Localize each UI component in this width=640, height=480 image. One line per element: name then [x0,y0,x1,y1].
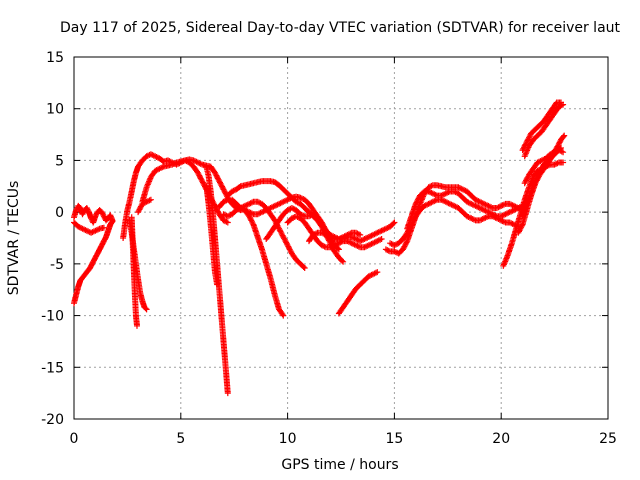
series-arc-13 [224,178,347,265]
y-tick-label: -20 [41,412,64,428]
y-axis-label: SDTVAR / TECUs [6,181,22,296]
series-markers [203,183,221,288]
x-tick-label: 0 [70,431,79,447]
x-tick-label: 5 [176,431,185,447]
series-markers [306,229,364,245]
series-arc-6 [128,214,140,329]
series-markers [521,101,567,160]
axis-ticks: 0 5 10 15 20 25 -20 -15 -10 -5 0 5 10 15 [41,50,617,447]
series-markers [404,188,530,232]
series-arc-21 [404,188,530,232]
series-markers [284,213,385,251]
series-markers [500,159,567,269]
series-markers [71,219,107,236]
x-tick-label: 10 [279,431,297,447]
series-arc-5 [126,217,150,313]
series-arc-16 [284,213,385,251]
series-markers [71,202,116,226]
data-points [71,99,568,397]
x-tick-label: 25 [599,431,617,447]
series-markers [521,147,567,187]
series-arc-20 [387,196,522,249]
y-tick-label: -5 [50,257,64,273]
series-arc-27 [519,99,564,154]
chart-title: Day 117 of 2025, Sidereal Day-to-day VTE… [60,20,621,36]
series-arc-8 [135,196,154,216]
series-markers [335,269,381,317]
series-arc-3 [71,219,107,236]
y-tick-label: 15 [46,50,64,66]
y-tick-label: -10 [41,309,64,325]
x-tick-label: 15 [385,431,403,447]
y-tick-label: 10 [46,102,64,118]
series-arc-25 [521,147,567,187]
series-markers [71,218,116,307]
series-arc-2 [71,202,116,226]
y-tick-label: 0 [55,205,64,221]
series-arc-1 [71,218,116,307]
series-arc-23 [515,145,564,236]
series-arc-17 [306,229,364,245]
series-markers [128,214,140,329]
series-arc-22 [500,159,567,269]
y-tick-label: 5 [55,153,64,169]
series-markers [224,178,347,265]
series-markers [126,217,150,313]
x-axis-label: GPS time / hours [281,457,398,473]
plot-frame [73,56,609,420]
y-tick-label: -15 [41,360,64,376]
series-arc-10 [203,183,221,288]
series-arc-18 [335,269,381,317]
series-arc-26 [521,101,567,160]
series-markers [135,196,154,216]
series-markers [515,145,564,236]
series-markers [387,196,522,249]
grid-lines [74,57,608,419]
series-markers [519,99,564,154]
x-tick-label: 20 [492,431,510,447]
